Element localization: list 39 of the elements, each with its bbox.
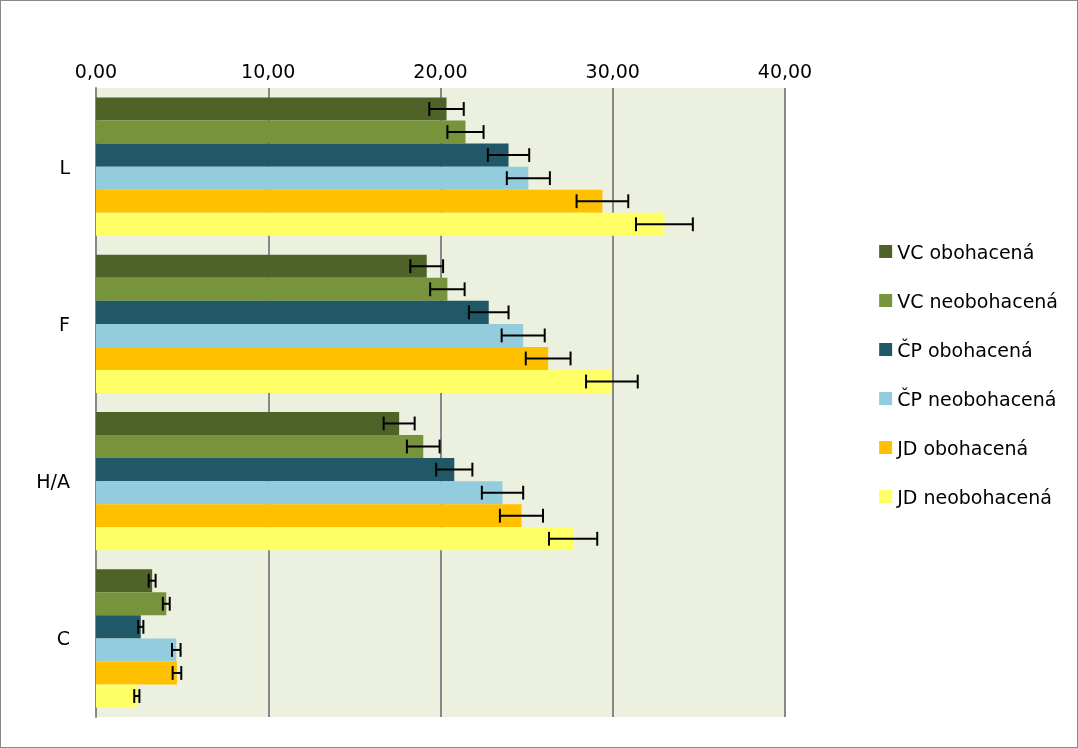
x-tick-label: 0,00: [74, 59, 118, 82]
bar: [96, 97, 447, 121]
bar: [96, 189, 603, 213]
bar: [96, 254, 427, 278]
legend-label: VC obohacená: [897, 240, 1035, 263]
bar: [96, 370, 612, 394]
bar: [96, 323, 524, 347]
bar: [96, 569, 153, 593]
bar: [96, 346, 549, 370]
x-tick-label: 10,00: [241, 59, 296, 82]
bar: [96, 615, 141, 639]
bar: [96, 143, 509, 167]
bar: [96, 684, 137, 708]
legend-label: VC neobohacená: [897, 289, 1059, 312]
bar: [96, 661, 177, 685]
y-tick-label: F: [59, 312, 70, 335]
bar: [96, 212, 665, 236]
bar: [96, 458, 455, 482]
bar: [96, 638, 177, 662]
y-tick-label: H/A: [36, 470, 70, 493]
bar: [96, 527, 574, 551]
legend-label: JD obohacená: [896, 436, 1029, 459]
x-tick-label: 30,00: [585, 59, 640, 82]
y-tick-label: L: [59, 155, 71, 178]
bar: [96, 481, 503, 505]
x-tick-label: 20,00: [413, 59, 468, 82]
bar: [96, 411, 400, 435]
y-tick-label: C: [56, 627, 70, 650]
legend-label: JD neobohacená: [896, 485, 1052, 508]
legend-label: ČP obohacená: [897, 337, 1033, 361]
bar: [96, 120, 466, 144]
bar: [96, 277, 448, 301]
bar: [96, 300, 489, 324]
bar: [96, 166, 529, 190]
bar: [96, 435, 424, 459]
bar: [96, 504, 522, 528]
legend-label: ČP neobohacená: [897, 386, 1057, 410]
x-tick-label: 40,00: [757, 59, 813, 82]
bar: [96, 592, 167, 616]
